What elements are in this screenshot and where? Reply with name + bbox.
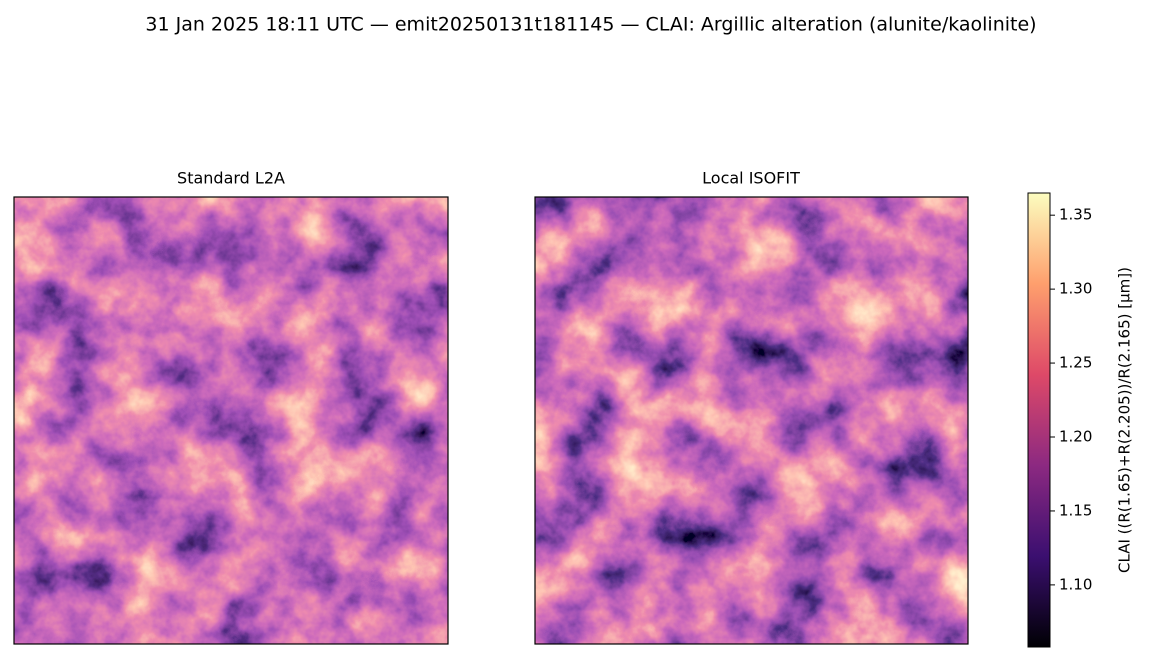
panel-frame: [534, 196, 969, 645]
image-panel: [14, 197, 448, 644]
figure-title: 31 Jan 2025 18:11 UTC — emit20250131t181…: [145, 14, 1036, 36]
colorbar-tick-label: 1.20: [1059, 428, 1092, 446]
image-panel: [535, 197, 968, 644]
panel-title: Local ISOFIT: [702, 169, 800, 188]
colorbar-tick-label: 1.30: [1059, 280, 1092, 298]
panel-title: Standard L2A: [177, 169, 285, 188]
colorbar-tick-label: 1.25: [1059, 354, 1092, 372]
panel-frame: [13, 196, 449, 645]
colorbar-tick-label: 1.10: [1059, 575, 1092, 593]
colorbar-tick-label: 1.35: [1059, 206, 1092, 224]
colorbar: [1027, 192, 1051, 648]
colorbar-label: CLAI ((R(1.65)+R(2.205))/R(2.165) [µm]): [1116, 267, 1134, 573]
colorbar-tick-label: 1.15: [1059, 501, 1092, 519]
